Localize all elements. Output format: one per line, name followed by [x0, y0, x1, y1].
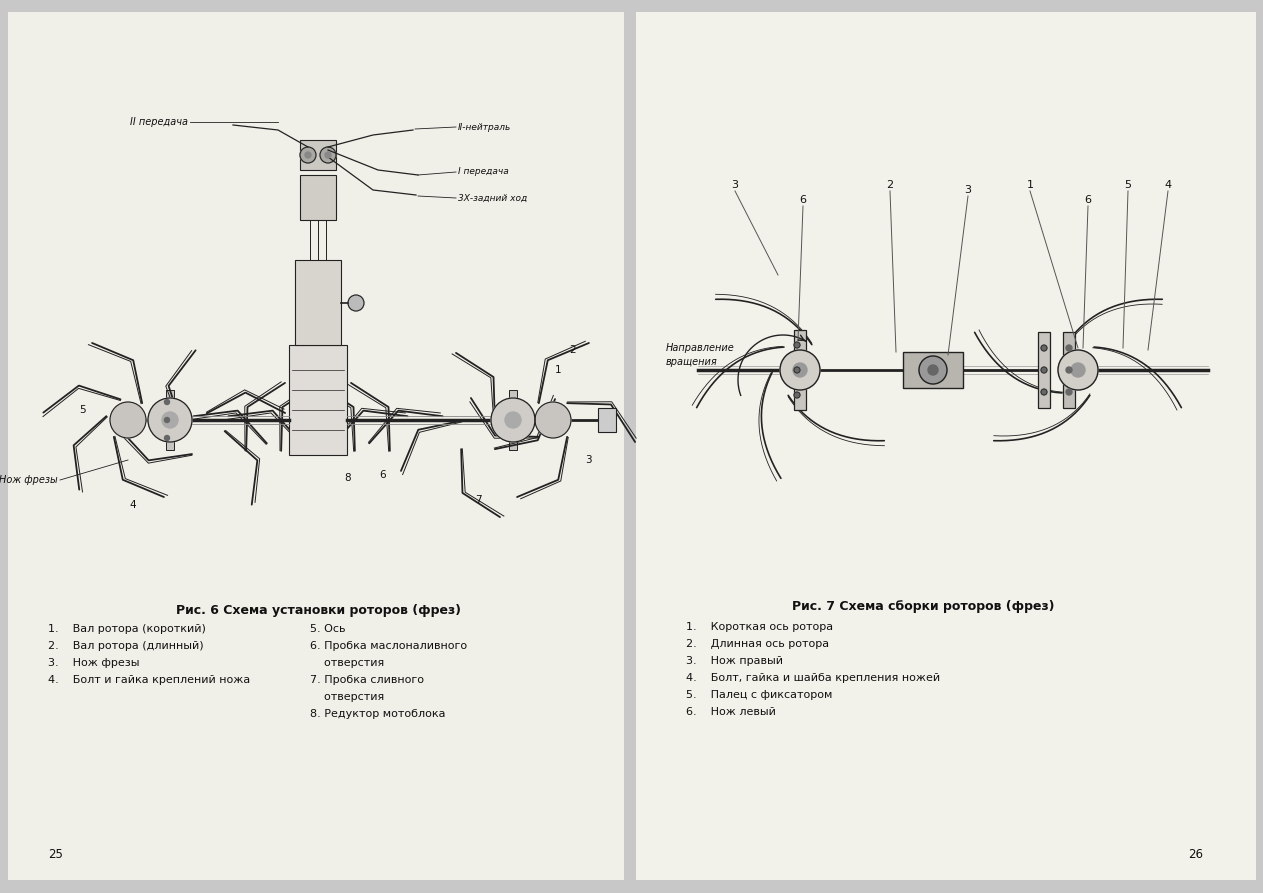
- Text: отверстия: отверстия: [309, 692, 384, 702]
- Bar: [1063, 332, 1075, 408]
- Text: 6: 6: [380, 470, 386, 480]
- Text: 5.    Палец с фиксатором: 5. Палец с фиксатором: [686, 690, 832, 700]
- Circle shape: [491, 398, 536, 442]
- Circle shape: [919, 356, 947, 384]
- Circle shape: [304, 152, 311, 158]
- Text: 1: 1: [554, 365, 561, 375]
- Circle shape: [1041, 367, 1047, 373]
- Circle shape: [164, 399, 169, 405]
- Text: 3: 3: [965, 185, 971, 195]
- Circle shape: [794, 342, 799, 348]
- Text: 5: 5: [1124, 180, 1132, 190]
- Text: 4: 4: [1164, 180, 1172, 190]
- Text: 2: 2: [570, 345, 576, 355]
- Text: 1: 1: [1027, 180, 1033, 190]
- Circle shape: [794, 367, 799, 373]
- Bar: [637, 12, 1255, 880]
- Text: Направление
вращения: Направление вращения: [666, 344, 735, 367]
- Text: Рис. 6 Схема установки роторов (фрез): Рис. 6 Схема установки роторов (фрез): [176, 604, 461, 617]
- Circle shape: [164, 436, 169, 440]
- Text: 1.    Короткая ось ротора: 1. Короткая ось ротора: [686, 622, 834, 632]
- Text: I передача: I передача: [458, 168, 509, 177]
- Text: 4: 4: [130, 500, 136, 510]
- Bar: [1038, 332, 1050, 408]
- Circle shape: [148, 398, 192, 442]
- Bar: [8, 12, 624, 880]
- Text: 6: 6: [1085, 195, 1091, 205]
- Text: 3.    Нож фрезы: 3. Нож фрезы: [48, 658, 139, 668]
- Circle shape: [325, 152, 331, 158]
- Circle shape: [793, 363, 807, 377]
- Text: 8: 8: [345, 473, 351, 483]
- Text: 5. Ось: 5. Ось: [309, 624, 346, 634]
- Text: 6.    Нож левый: 6. Нож левый: [686, 707, 775, 717]
- Bar: [597, 408, 616, 432]
- Text: 2.    Вал ротора (длинный): 2. Вал ротора (длинный): [48, 641, 203, 651]
- Circle shape: [781, 350, 820, 390]
- Bar: [296, 260, 341, 345]
- Circle shape: [505, 412, 522, 428]
- Circle shape: [536, 402, 571, 438]
- Bar: [301, 175, 336, 220]
- Circle shape: [1066, 389, 1072, 395]
- Text: 3: 3: [585, 455, 591, 465]
- Text: II-нейтраль: II-нейтраль: [458, 122, 512, 131]
- Circle shape: [1066, 367, 1072, 373]
- Text: 7: 7: [475, 495, 481, 505]
- Circle shape: [1041, 345, 1047, 351]
- Text: 2: 2: [887, 180, 893, 190]
- Text: 4.    Болт и гайка креплений ножа: 4. Болт и гайка креплений ножа: [48, 675, 250, 685]
- Text: 3: 3: [731, 180, 739, 190]
- Circle shape: [928, 365, 938, 375]
- Circle shape: [320, 147, 336, 163]
- Text: 6. Пробка маслоналивного: 6. Пробка маслоналивного: [309, 641, 467, 651]
- Text: 8. Редуктор мотоблока: 8. Редуктор мотоблока: [309, 709, 446, 719]
- Circle shape: [1071, 363, 1085, 377]
- Text: 6: 6: [799, 195, 807, 205]
- Circle shape: [1041, 389, 1047, 395]
- Text: II передача: II передача: [130, 117, 188, 127]
- Text: 7. Пробка сливного: 7. Пробка сливного: [309, 675, 424, 685]
- Bar: [509, 390, 517, 450]
- Bar: [903, 352, 962, 388]
- Text: 3Х-задний ход: 3Х-задний ход: [458, 194, 527, 203]
- Text: Нож фрезы: Нож фрезы: [0, 475, 58, 485]
- Circle shape: [1066, 345, 1072, 351]
- Text: 3.    Нож правый: 3. Нож правый: [686, 656, 783, 666]
- Text: отверстия: отверстия: [309, 658, 384, 668]
- Text: 25: 25: [48, 848, 63, 861]
- Bar: [289, 345, 347, 455]
- Circle shape: [110, 402, 147, 438]
- Text: Рис. 7 Схема сборки роторов (фрез): Рис. 7 Схема сборки роторов (фрез): [792, 600, 1055, 613]
- Circle shape: [301, 147, 316, 163]
- Bar: [301, 140, 336, 170]
- Text: 2.    Длинная ось ротора: 2. Длинная ось ротора: [686, 639, 829, 649]
- Circle shape: [349, 295, 364, 311]
- Circle shape: [162, 412, 178, 428]
- Bar: [165, 390, 174, 450]
- Text: 1.    Вал ротора (короткий): 1. Вал ротора (короткий): [48, 624, 206, 634]
- Circle shape: [164, 418, 169, 422]
- Text: 4.    Болт, гайка и шайба крепления ножей: 4. Болт, гайка и шайба крепления ножей: [686, 673, 940, 683]
- Text: 5: 5: [80, 405, 86, 415]
- Text: 26: 26: [1188, 848, 1202, 861]
- Circle shape: [1058, 350, 1098, 390]
- Bar: [794, 330, 806, 410]
- Circle shape: [794, 392, 799, 398]
